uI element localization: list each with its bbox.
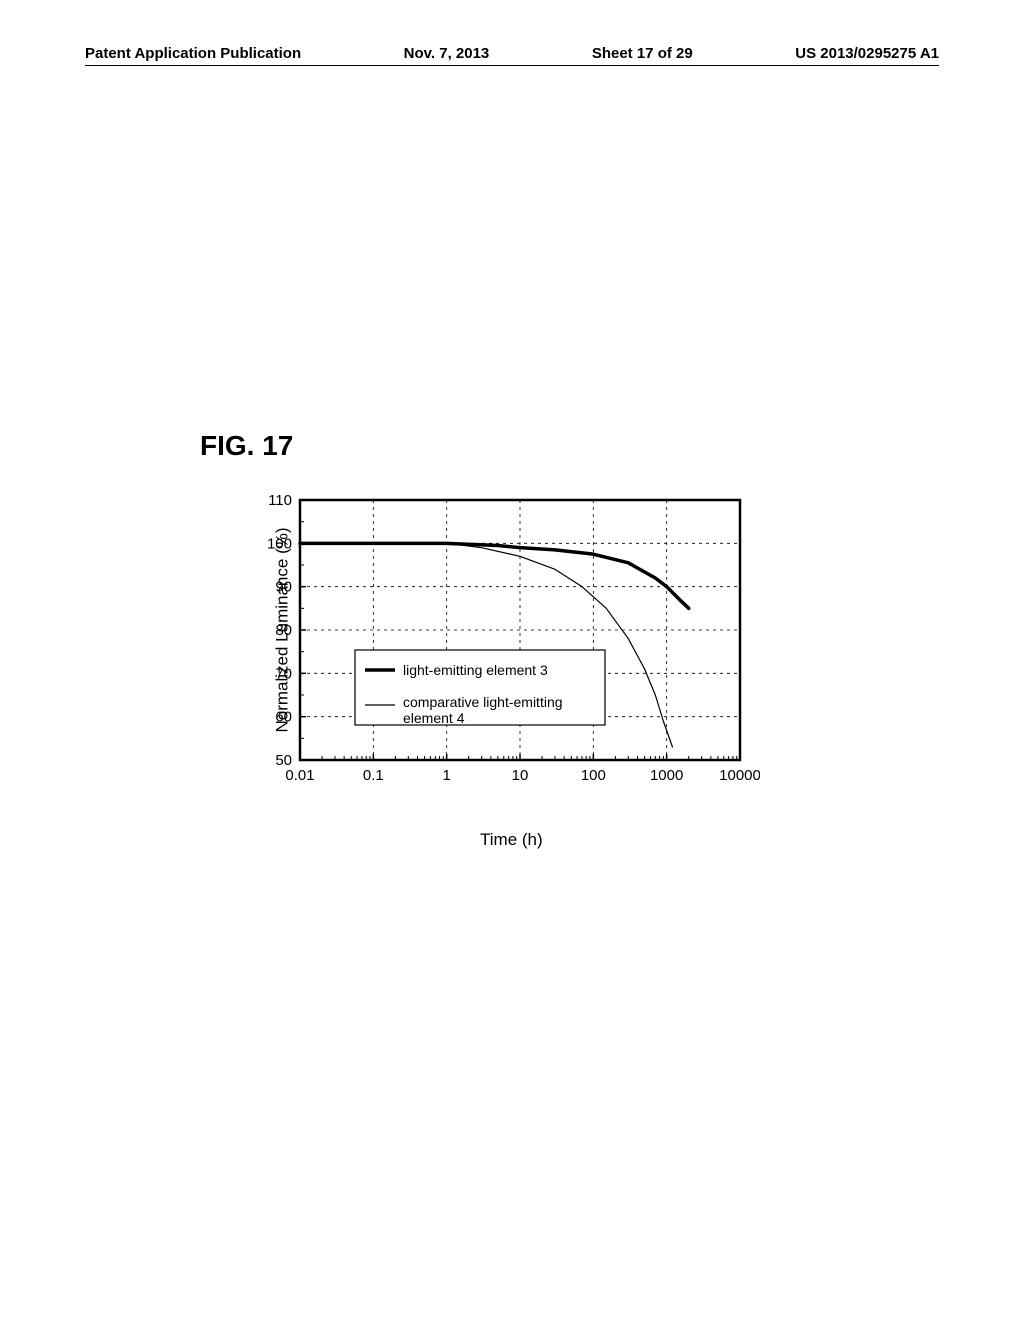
header-sheet: Sheet 17 of 29 — [592, 45, 693, 62]
svg-text:80: 80 — [275, 622, 292, 639]
svg-text:100: 100 — [267, 535, 292, 552]
svg-text:10000: 10000 — [719, 767, 760, 784]
svg-text:100: 100 — [581, 767, 606, 784]
svg-text:light-emitting element 3: light-emitting element 3 — [403, 662, 548, 678]
svg-text:1000: 1000 — [650, 767, 683, 784]
svg-text:comparative light-emitting: comparative light-emitting — [403, 694, 563, 710]
svg-text:element 4: element 4 — [403, 710, 465, 726]
figure-label: FIG. 17 — [200, 430, 293, 462]
svg-text:70: 70 — [275, 665, 292, 682]
svg-text:90: 90 — [275, 579, 292, 596]
svg-text:60: 60 — [275, 709, 292, 726]
svg-text:110: 110 — [268, 492, 292, 509]
svg-text:0.01: 0.01 — [285, 767, 314, 784]
svg-text:0.1: 0.1 — [363, 767, 384, 784]
header-right: US 2013/0295275 A1 — [795, 45, 939, 62]
svg-text:1: 1 — [442, 767, 450, 784]
svg-text:50: 50 — [275, 752, 292, 769]
chart-svg: 0.010.11101001000100005060708090100110li… — [260, 490, 760, 830]
chart-container: 0.010.11101001000100005060708090100110li… — [260, 490, 760, 830]
page-header: Patent Application Publication Nov. 7, 2… — [85, 45, 939, 66]
x-axis-label: Time (h) — [480, 830, 543, 850]
svg-text:10: 10 — [512, 767, 529, 784]
header-left: Patent Application Publication — [85, 45, 301, 62]
header-date: Nov. 7, 2013 — [404, 45, 490, 62]
